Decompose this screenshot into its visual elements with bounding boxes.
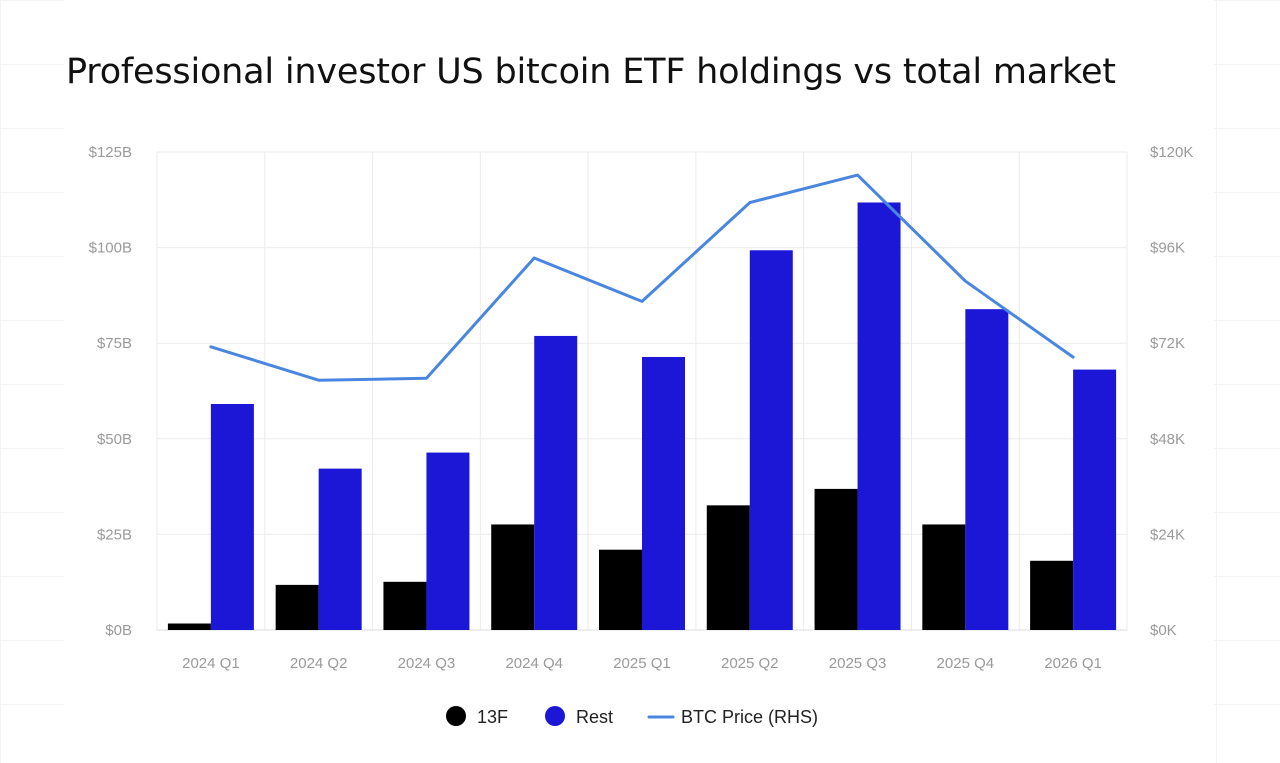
bar-rest [426,452,470,630]
legend-label-rest: Rest [576,707,613,727]
x-tick-label: 2025 Q1 [613,655,671,672]
x-tick-label: 2024 Q3 [398,655,456,672]
bar-13f [814,488,858,630]
y-right-tick-label: $96K [1150,240,1185,257]
x-tick-label: 2026 Q1 [1044,655,1102,672]
bar-rest [1073,369,1117,630]
x-tick-label: 2025 Q3 [829,655,887,672]
x-tick-label: 2024 Q4 [505,655,563,672]
y-left-tick-label: $0B [105,622,132,639]
bar-13f [383,581,427,630]
bar-13f [922,524,966,630]
bar-rest [965,309,1009,630]
bar-rest [210,404,254,630]
chart-card [64,0,1214,763]
bar-13f [599,549,642,630]
legend-label-btc-price-rhs: BTC Price (RHS) [681,707,818,727]
chart-title: Professional investor US bitcoin ETF hol… [66,52,1116,92]
y-right-tick-label: $48K [1150,431,1185,448]
bar-13f [1030,560,1074,630]
y-left-tick-label: $50B [97,431,132,448]
x-tick-label: 2024 Q1 [182,655,240,672]
bar-13f [275,584,319,630]
bar-rest [642,356,685,630]
y-right-tick-label: $120K [1150,144,1193,161]
bar-rest [534,335,578,630]
y-left-tick-label: $25B [97,526,132,543]
line-btc-price-rhs- [209,173,1075,382]
y-right-tick-label: $72K [1150,335,1185,352]
legend-label-13f: 13F [477,707,508,727]
x-tick-label: 2025 Q4 [937,655,995,672]
bar-rest [857,202,901,630]
legend-swatch-13f [446,706,466,726]
y-left-tick-label: $75B [97,335,132,352]
y-left-tick-label: $100B [89,240,132,257]
legend-swatch-rest [545,706,565,726]
bar-13f [706,505,750,630]
y-right-tick-label: $24K [1150,526,1185,543]
y-left-tick-label: $125B [89,144,132,161]
bar-rest [318,468,362,630]
bar-13f [167,623,211,630]
bar-13f [491,524,535,630]
y-right-tick-label: $0K [1150,622,1177,639]
bar-rest [749,250,793,630]
x-tick-label: 2025 Q2 [721,655,779,672]
x-tick-label: 2024 Q2 [290,655,348,672]
